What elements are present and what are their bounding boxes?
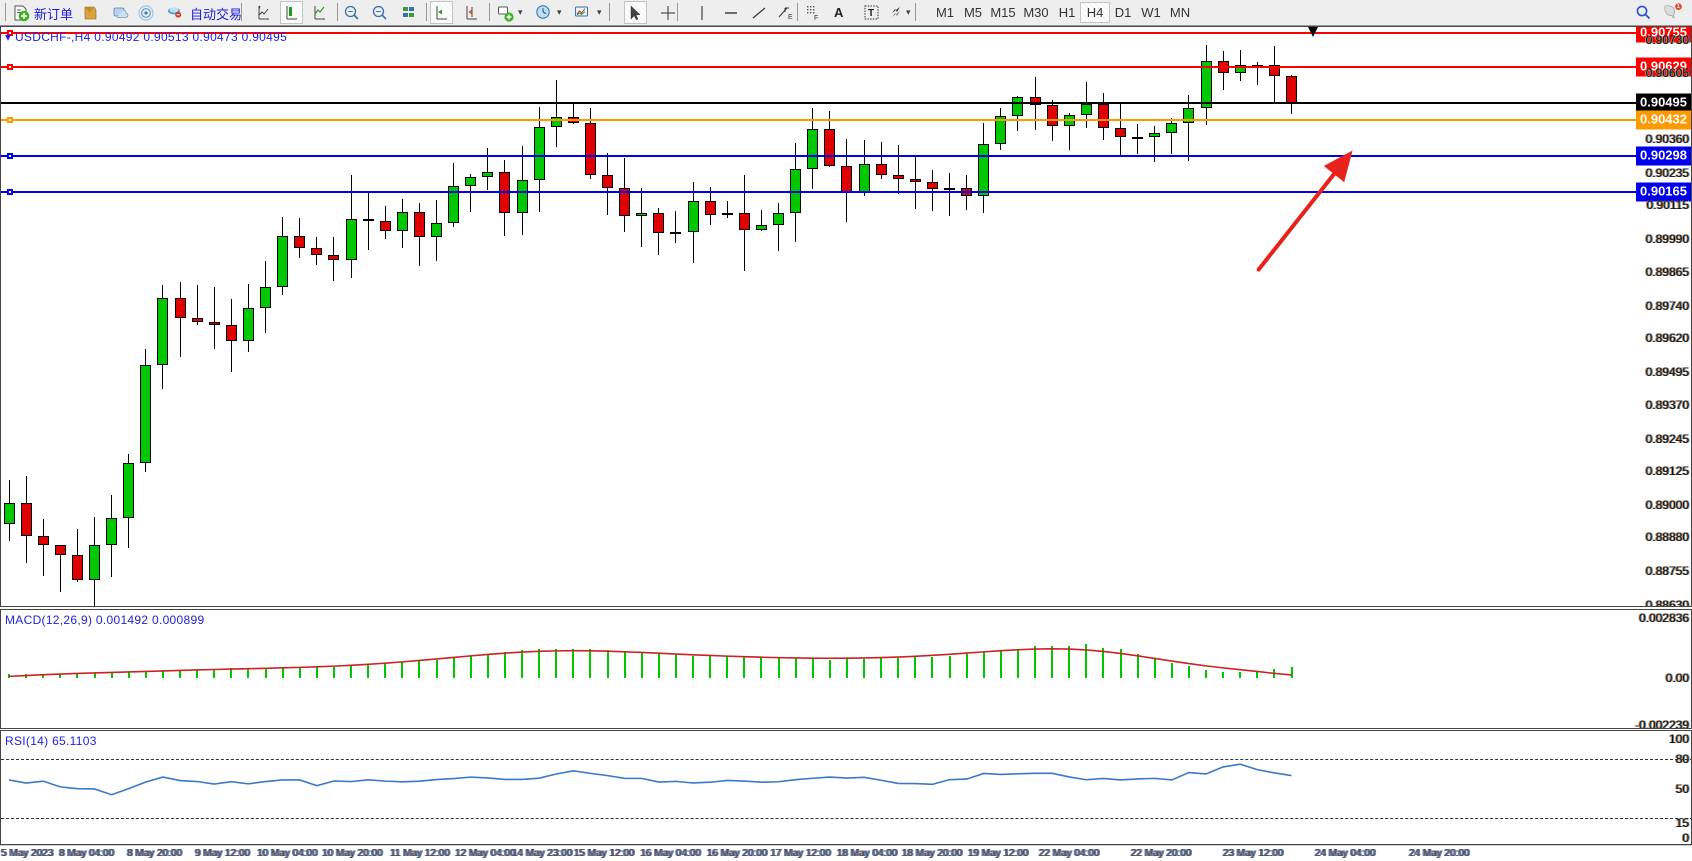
- svg-text:F: F: [814, 15, 818, 22]
- svg-text:1: 1: [1677, 4, 1680, 10]
- svg-text:T: T: [868, 8, 874, 19]
- svg-text:E: E: [788, 14, 793, 21]
